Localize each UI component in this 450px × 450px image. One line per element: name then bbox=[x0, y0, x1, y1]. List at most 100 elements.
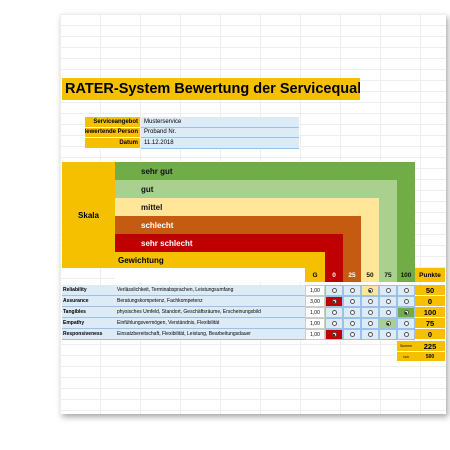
col-header: 75 bbox=[384, 271, 392, 279]
col-header: 100 bbox=[400, 271, 412, 279]
rating-cell bbox=[361, 296, 379, 307]
radio bbox=[331, 321, 337, 326]
rating-cell bbox=[397, 318, 415, 329]
rating-cell bbox=[379, 329, 397, 340]
col-header: G bbox=[312, 271, 318, 279]
rating-cell bbox=[343, 285, 361, 296]
radio bbox=[367, 332, 373, 337]
rating-selected bbox=[361, 285, 379, 296]
total-max: 500 bbox=[415, 352, 445, 361]
rating-selected bbox=[325, 296, 343, 307]
radio bbox=[367, 288, 373, 293]
radio bbox=[331, 288, 337, 293]
rating-cell bbox=[325, 307, 343, 318]
row-points: 0 bbox=[415, 329, 445, 340]
scale-level: sehr gut bbox=[141, 166, 173, 176]
row-dimension: Reliability bbox=[62, 285, 115, 296]
scale-level: gut bbox=[141, 184, 154, 194]
info-label: Serviceangebot bbox=[85, 117, 140, 128]
col-header: 25 bbox=[348, 271, 356, 279]
radio-dot bbox=[333, 333, 335, 336]
radio bbox=[403, 299, 409, 304]
radio bbox=[349, 310, 355, 315]
row-weight: 1,00 bbox=[305, 285, 325, 296]
col-header: Punkte bbox=[415, 268, 445, 282]
radio bbox=[331, 299, 337, 304]
radio bbox=[403, 310, 409, 315]
radio bbox=[385, 299, 391, 304]
total-max-label: von bbox=[397, 352, 415, 361]
row-points: 100 bbox=[415, 307, 445, 318]
row-dimension: Assurance bbox=[62, 296, 115, 307]
title-bar: RATER-System Bewertung der Servicequalit… bbox=[62, 78, 360, 100]
info-label: Bewertende Person bbox=[85, 127, 140, 138]
rating-selected bbox=[325, 329, 343, 340]
row-description: Verlässlichkeit, Terminabsprachen, Leist… bbox=[115, 285, 305, 296]
radio-dot bbox=[369, 289, 371, 292]
rating-cell bbox=[325, 318, 343, 329]
radio bbox=[385, 332, 391, 337]
row-description: Einfühlungsvermögen, Verständnis, Flexib… bbox=[115, 318, 305, 329]
info-label: Datum bbox=[85, 138, 140, 149]
rating-cell bbox=[343, 318, 361, 329]
radio bbox=[385, 310, 391, 315]
rating-selected bbox=[397, 307, 415, 318]
rating-cell bbox=[379, 285, 397, 296]
scale-level: schlecht bbox=[141, 220, 174, 230]
rating-cell bbox=[361, 329, 379, 340]
total-label: Summe bbox=[397, 341, 415, 351]
rating-cell bbox=[397, 296, 415, 307]
row-points: 75 bbox=[415, 318, 445, 329]
radio bbox=[403, 288, 409, 293]
row-points: 50 bbox=[415, 285, 445, 296]
row-weight: 1,00 bbox=[305, 329, 325, 340]
row-description: Einsatzbereitschaft, Flexibilität, Leist… bbox=[115, 329, 305, 340]
radio-dot bbox=[387, 322, 389, 325]
scale-level: sehr schlecht bbox=[141, 238, 193, 248]
rating-cell bbox=[361, 307, 379, 318]
radio-dot bbox=[333, 300, 335, 303]
rating-cell bbox=[325, 285, 343, 296]
radio bbox=[385, 321, 391, 326]
weight-label: Gewichtung bbox=[118, 255, 164, 265]
rating-cell bbox=[397, 329, 415, 340]
rating-cell bbox=[343, 296, 361, 307]
total-value: 225 bbox=[415, 341, 445, 351]
row-dimension: Empathy bbox=[62, 318, 115, 329]
row-dimension: Responsiveness bbox=[62, 329, 115, 340]
header-gap bbox=[115, 268, 305, 282]
radio bbox=[403, 321, 409, 326]
row-dimension: Tangibles bbox=[62, 307, 115, 318]
radio bbox=[385, 288, 391, 293]
radio bbox=[403, 332, 409, 337]
col-header: 0 bbox=[332, 271, 336, 279]
row-weight: 1,00 bbox=[305, 318, 325, 329]
scale-label: Skala bbox=[62, 162, 115, 268]
row-description: Beratungskompetenz, Fachkompetenz bbox=[115, 296, 305, 307]
radio bbox=[367, 310, 373, 315]
row-weight: 3,00 bbox=[305, 296, 325, 307]
radio-dot bbox=[405, 311, 407, 314]
info-value: Proband Nr. bbox=[141, 127, 299, 138]
scale-level: mittel bbox=[141, 202, 163, 212]
rating-selected bbox=[379, 318, 397, 329]
radio bbox=[349, 332, 355, 337]
radio bbox=[367, 321, 373, 326]
col-header: 50 bbox=[366, 271, 374, 279]
rating-cell bbox=[343, 329, 361, 340]
radio bbox=[349, 288, 355, 293]
row-description: physisches Umfeld, Standort, Geschäftsrä… bbox=[115, 307, 305, 318]
radio bbox=[349, 299, 355, 304]
rating-cell bbox=[397, 285, 415, 296]
rating-cell bbox=[379, 296, 397, 307]
radio bbox=[349, 321, 355, 326]
radio bbox=[331, 332, 337, 337]
rating-cell bbox=[379, 307, 397, 318]
info-value: Musterservice bbox=[141, 117, 299, 128]
row-weight: 1,00 bbox=[305, 307, 325, 318]
rating-cell bbox=[343, 307, 361, 318]
info-value: 11.12.2018 bbox=[141, 138, 299, 149]
radio bbox=[367, 299, 373, 304]
row-points: 0 bbox=[415, 296, 445, 307]
